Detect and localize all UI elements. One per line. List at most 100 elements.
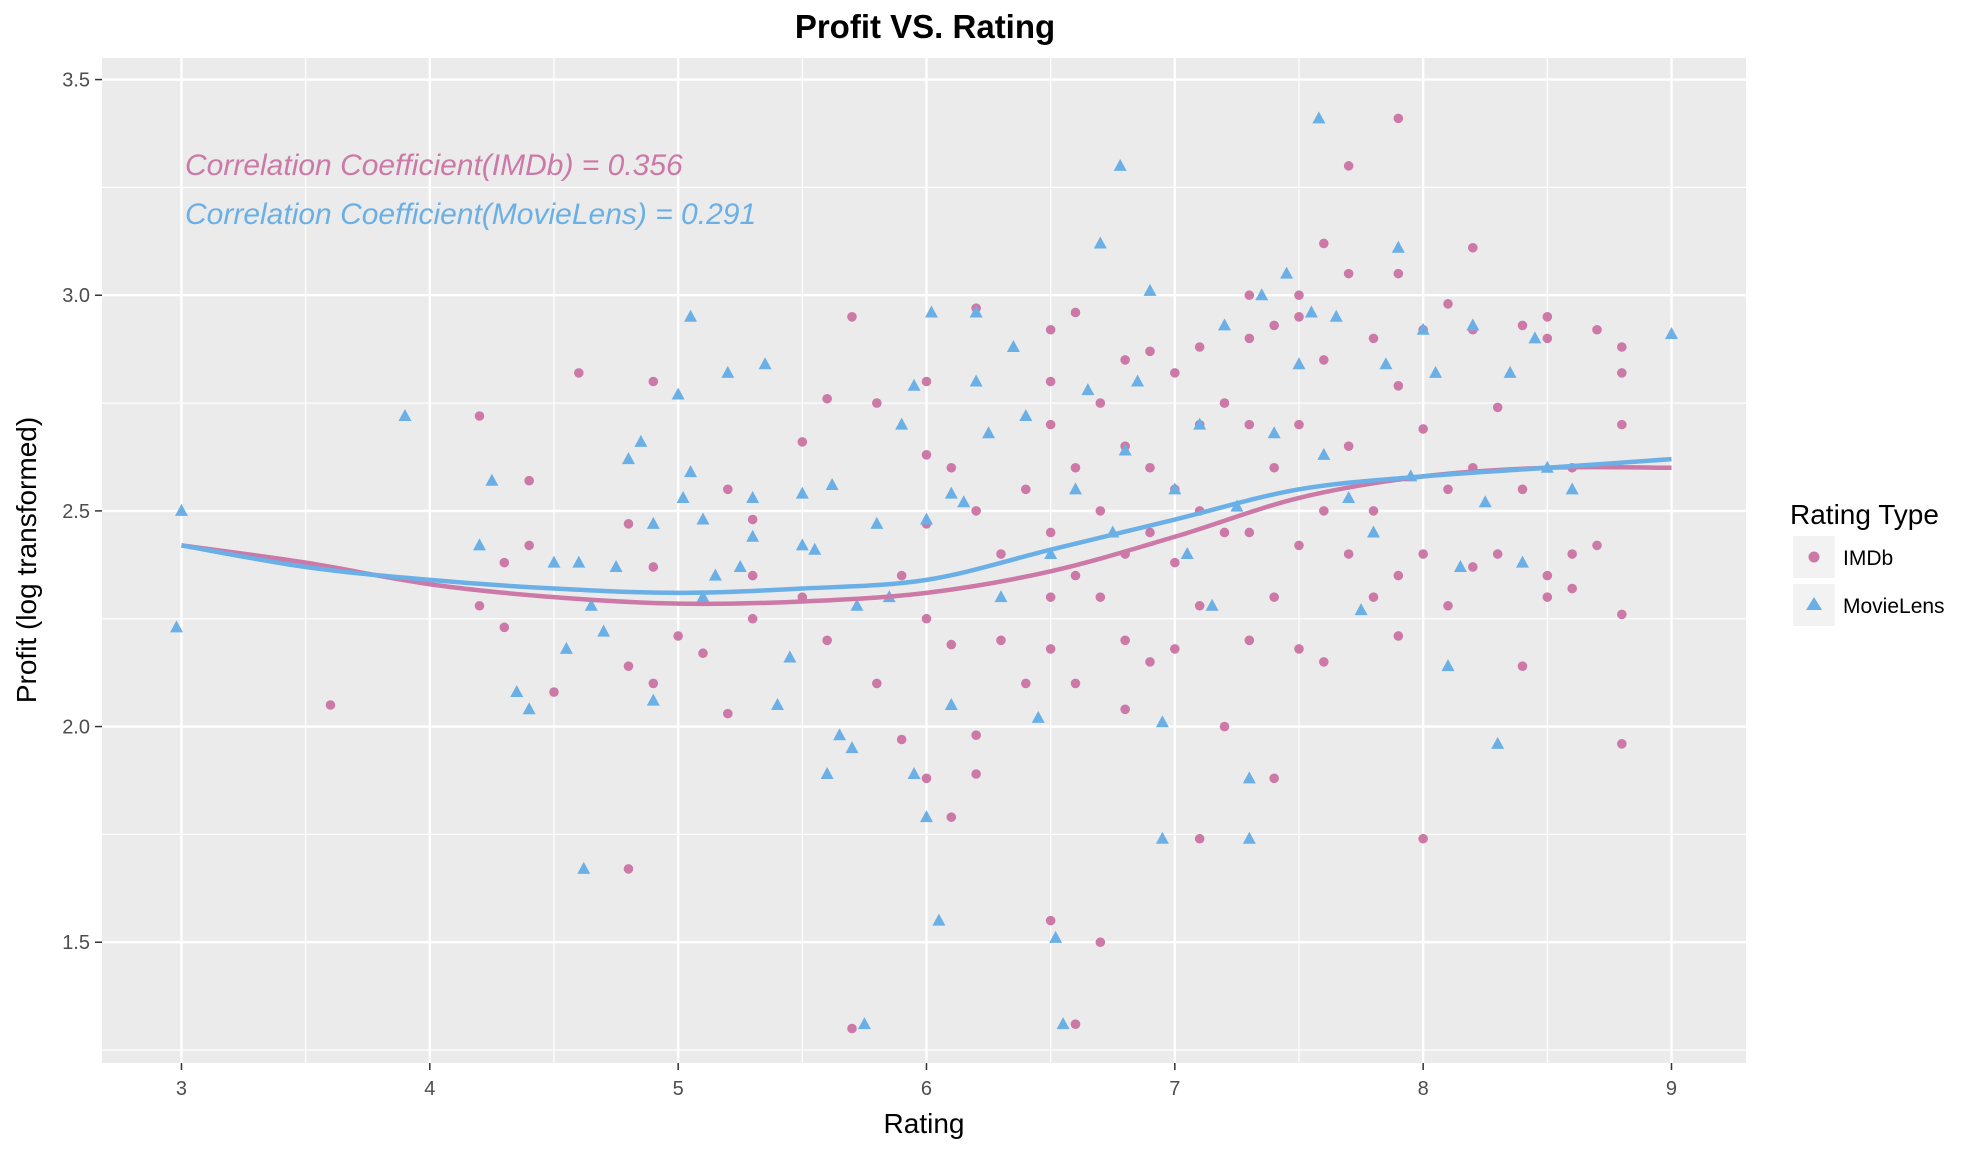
movielens-point xyxy=(1528,331,1542,344)
legend-title: Rating Type xyxy=(1790,499,1939,530)
chart-title: Profit VS. Rating xyxy=(795,8,1055,45)
imdb-point xyxy=(1244,290,1255,301)
imdb-point xyxy=(1194,833,1205,844)
imdb-point xyxy=(1219,527,1230,538)
imdb-point xyxy=(1492,549,1503,559)
movielens-point xyxy=(1205,598,1219,611)
movielens-point xyxy=(1280,266,1294,279)
movielens-point xyxy=(870,516,884,529)
movielens-point xyxy=(1242,831,1256,844)
imdb-point xyxy=(325,700,336,710)
imdb-point xyxy=(1045,644,1056,654)
imdb-point xyxy=(1045,376,1056,387)
x-tick-label: 5 xyxy=(673,1078,684,1100)
imdb-point xyxy=(1393,113,1404,124)
movielens-point xyxy=(597,624,611,637)
imdb-point xyxy=(1468,562,1478,572)
movielens-point xyxy=(1049,930,1063,943)
movielens-point xyxy=(1180,547,1194,560)
imdb-point xyxy=(1567,549,1577,559)
movielens-point xyxy=(982,426,996,439)
movielens-point xyxy=(733,559,747,572)
imdb-point xyxy=(1517,661,1528,671)
imdb-point xyxy=(574,368,584,378)
movielens-point xyxy=(721,365,735,378)
imdb-point xyxy=(1070,678,1081,689)
imdb-point xyxy=(1070,307,1081,318)
imdb-point xyxy=(971,730,981,740)
movielens-point xyxy=(572,555,586,568)
imdb-points xyxy=(325,113,1627,1034)
movielens-point xyxy=(522,702,536,715)
movielens-point xyxy=(1081,383,1095,396)
imdb-point xyxy=(921,376,932,387)
movielens-point xyxy=(485,473,499,486)
x-tick-label: 3 xyxy=(176,1078,187,1100)
movielens-point xyxy=(1379,357,1393,370)
imdb-point xyxy=(971,769,981,779)
movielens-point xyxy=(1466,318,1480,331)
imdb-point xyxy=(921,773,932,784)
imdb-point xyxy=(1443,600,1453,611)
movielens-point xyxy=(820,767,834,780)
movielens-trend-line xyxy=(181,456,1672,596)
imdb-point xyxy=(524,475,534,486)
movielens-point xyxy=(845,741,859,754)
imdb-point xyxy=(921,450,932,460)
movielens-point xyxy=(783,650,797,663)
imdb-point xyxy=(1393,631,1404,641)
imdb-point xyxy=(1617,419,1627,430)
movielens-point xyxy=(919,512,933,525)
movielens-point xyxy=(684,465,698,478)
movielens-point xyxy=(833,728,847,741)
movielens-point xyxy=(924,305,938,318)
imdb-point xyxy=(499,622,510,633)
imdb-point xyxy=(1343,268,1354,279)
imdb-point xyxy=(896,734,907,745)
imdb-point xyxy=(1343,441,1354,451)
movielens-point xyxy=(1267,426,1281,439)
imdb-point xyxy=(747,570,758,581)
imdb-point xyxy=(1343,161,1354,171)
imdb-point xyxy=(1095,398,1106,408)
imdb-point xyxy=(1393,570,1404,581)
imdb-point xyxy=(1492,402,1503,413)
imdb-point xyxy=(1045,527,1056,538)
y-axis-label: Profit (log transformed) xyxy=(11,417,42,703)
movielens-point xyxy=(907,767,921,780)
movielens-point xyxy=(1113,158,1127,171)
imdb-point xyxy=(1194,342,1205,352)
movielens-point xyxy=(1312,111,1326,124)
imdb-point xyxy=(1070,1019,1081,1029)
imdb-point xyxy=(723,708,733,719)
imdb-point xyxy=(474,600,485,611)
movielens-point xyxy=(1168,482,1182,495)
imdb-point xyxy=(1393,381,1404,391)
imdb-point xyxy=(1343,549,1354,559)
movielens-point xyxy=(510,685,524,698)
imdb-point xyxy=(1592,324,1602,335)
y-tick-label: 1.5 xyxy=(62,932,90,954)
annotation-imdb-correlation: Correlation Coefficient(IMDb) = 0.356 xyxy=(185,149,683,182)
imdb-point xyxy=(1145,346,1155,357)
movielens-point xyxy=(1292,357,1306,370)
y-tick-label: 3.0 xyxy=(62,285,90,307)
imdb-point xyxy=(1219,721,1230,732)
movielens-point xyxy=(1056,1017,1070,1030)
imdb-point xyxy=(1244,419,1255,430)
movielens-point xyxy=(696,512,710,525)
movielens-point xyxy=(577,861,591,874)
imdb-point xyxy=(1120,704,1130,715)
imdb-point xyxy=(1045,915,1056,926)
imdb-point xyxy=(847,311,857,322)
imdb-point xyxy=(1170,557,1180,568)
imdb-point xyxy=(1319,238,1329,249)
movielens-points xyxy=(170,111,1678,1030)
x-tick-label: 8 xyxy=(1418,1078,1429,1100)
movielens-point xyxy=(1354,603,1368,616)
imdb-point xyxy=(474,411,485,421)
movielens-point xyxy=(1143,283,1157,296)
movielens-point xyxy=(1317,447,1331,460)
movielens-point xyxy=(671,387,685,400)
imdb-point xyxy=(996,635,1006,646)
